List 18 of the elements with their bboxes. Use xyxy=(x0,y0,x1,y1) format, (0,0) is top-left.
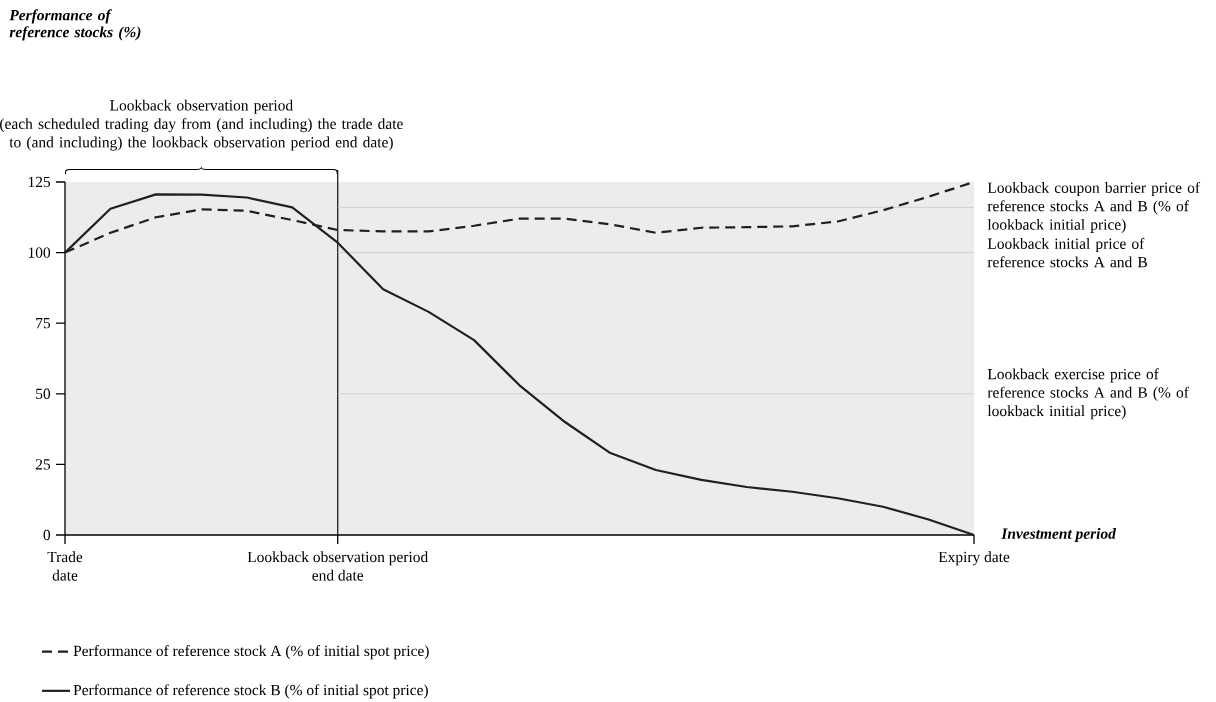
x-tick-label: Expiry date xyxy=(938,551,1010,566)
y-tick-label: 75 xyxy=(36,318,51,329)
text: Lookback observation period xyxy=(110,99,293,114)
y-tick-label: 25 xyxy=(35,459,51,470)
y-tick-label: 50 xyxy=(36,388,51,399)
legend-label: Performance of reference stock A (% of initial spot price) xyxy=(73,645,429,660)
legend-label: Performance of reference stock B (% of initial spot price) xyxy=(73,684,428,699)
text: (each scheduled trading day from (and including) the trade date to (and including) the lookback observation period end date) xyxy=(0,118,403,151)
ref-line-label: Lookback initial price of reference stocks A and B xyxy=(987,237,1147,268)
text: Performance of reference stocks (%) xyxy=(9,9,141,41)
y-tick-label: 0 xyxy=(43,529,51,541)
ref-line-label: Lookback coupon barrier price of reference stocks A and B (% of lookback initial price) xyxy=(987,181,1201,233)
x-tick-label: Lookback observation period end date xyxy=(247,551,428,581)
ref-line-label: Lookback exercise price of reference stocks A and B (% of lookback initial price) xyxy=(987,368,1189,420)
y-tick-label: 125 xyxy=(28,176,51,188)
y-tick-label: 100 xyxy=(28,247,51,258)
x-axis-title: Investment period xyxy=(1001,527,1117,542)
x-tick-label: Trade date xyxy=(47,551,83,581)
